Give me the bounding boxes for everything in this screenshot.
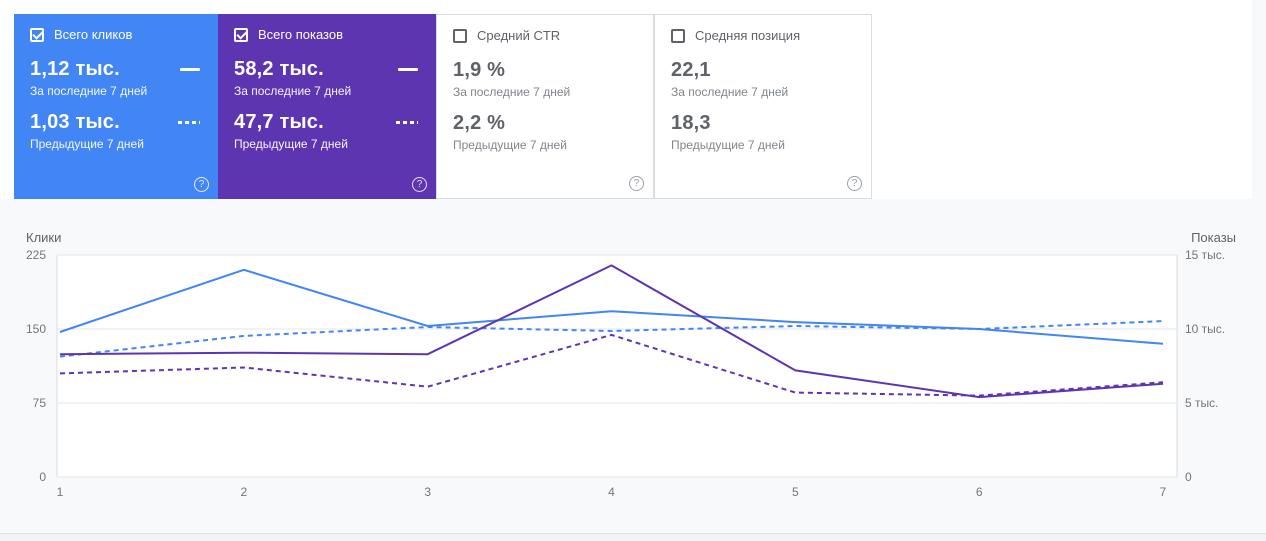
current-metric-row: 58,2 тыс. xyxy=(234,57,422,81)
previous-value: 1,03 тыс. xyxy=(30,110,120,133)
total-clicks-checkbox[interactable] xyxy=(30,27,44,42)
performance-chart: 0 0 75 5 тыс. 150 10 тыс. 225 15 тыс. 1 2 3 4 5 6 7 xyxy=(26,248,1225,499)
svg-text:2: 2 xyxy=(240,485,247,499)
svg-text:5 тыс.: 5 тыс. xyxy=(1185,396,1218,410)
current-metric-row: 1,9 % xyxy=(453,58,639,82)
previous-caption: Предыдущие 7 дней xyxy=(453,138,567,152)
card-average-position[interactable]: Средняя позиция 22,1 За последние 7 дней… xyxy=(654,14,872,199)
average-position-checkbox[interactable] xyxy=(671,28,685,43)
svg-text:3: 3 xyxy=(424,485,431,499)
help-icon[interactable] xyxy=(847,176,862,191)
svg-text:15 тыс.: 15 тыс. xyxy=(1185,248,1225,262)
right-axis-title: Показы xyxy=(1191,230,1236,245)
svg-text:7: 7 xyxy=(1160,485,1167,499)
previous-caption: Предыдущие 7 дней xyxy=(234,137,348,151)
card-total-clicks[interactable]: Всего кликов 1,12 тыс. За последние 7 дн… xyxy=(14,14,218,199)
dashed-line-icon xyxy=(396,120,418,124)
solid-line-icon xyxy=(398,67,418,71)
current-value: 1,9 % xyxy=(453,58,506,81)
current-caption: За последние 7 дней xyxy=(30,84,148,98)
svg-text:4: 4 xyxy=(608,485,615,499)
card-label: Средний CTR xyxy=(477,28,561,43)
current-metric-row: 1,12 тыс. xyxy=(30,57,204,81)
svg-text:6: 6 xyxy=(976,485,983,499)
previous-caption: Предыдущие 7 дней xyxy=(30,137,144,151)
previous-metric-row: 1,03 тыс. xyxy=(30,110,204,134)
svg-text:75: 75 xyxy=(33,396,47,410)
bottom-divider xyxy=(0,533,1266,541)
current-caption: За последние 7 дней xyxy=(234,84,352,98)
left-axis-title: Клики xyxy=(26,230,62,245)
previous-metric-row: 47,7 тыс. xyxy=(234,110,422,134)
card-average-ctr[interactable]: Средний CTR 1,9 % За последние 7 дней 2,… xyxy=(436,14,654,199)
svg-text:225: 225 xyxy=(26,248,46,262)
current-value: 58,2 тыс. xyxy=(234,57,324,80)
current-metric-row: 22,1 xyxy=(671,58,857,82)
card-head: Средний CTR xyxy=(453,28,639,43)
svg-text:0: 0 xyxy=(39,470,46,484)
previous-caption: Предыдущие 7 дней xyxy=(671,138,785,152)
current-value: 22,1 xyxy=(671,58,711,81)
total-impressions-checkbox[interactable] xyxy=(234,27,248,42)
average-ctr-checkbox[interactable] xyxy=(453,28,467,43)
metric-cards-row: Всего кликов 1,12 тыс. За последние 7 дн… xyxy=(0,0,1252,199)
svg-text:5: 5 xyxy=(792,485,799,499)
previous-value: 2,2 % xyxy=(453,111,506,134)
previous-value: 47,7 тыс. xyxy=(234,110,324,133)
metric-cards-section: Всего кликов 1,12 тыс. За последние 7 дн… xyxy=(0,0,1252,199)
current-value: 1,12 тыс. xyxy=(30,57,120,80)
svg-text:1: 1 xyxy=(57,485,64,499)
previous-metric-row: 2,2 % xyxy=(453,111,639,135)
card-label: Средняя позиция xyxy=(695,28,801,43)
card-head: Всего показов xyxy=(234,27,422,42)
help-icon[interactable] xyxy=(629,176,644,191)
card-total-impressions[interactable]: Всего показов 58,2 тыс. За последние 7 д… xyxy=(218,14,436,199)
svg-text:10 тыс.: 10 тыс. xyxy=(1185,322,1225,336)
dashed-line-icon xyxy=(178,120,200,124)
solid-line-icon xyxy=(180,67,200,71)
current-caption: За последние 7 дней xyxy=(671,85,789,99)
current-caption: За последние 7 дней xyxy=(453,85,571,99)
help-icon[interactable] xyxy=(412,177,427,192)
previous-value: 18,3 xyxy=(671,111,711,134)
previous-metric-row: 18,3 xyxy=(671,111,857,135)
card-label: Всего кликов xyxy=(54,27,133,42)
help-icon[interactable] xyxy=(194,177,209,192)
card-label: Всего показов xyxy=(258,27,343,42)
card-head: Всего кликов xyxy=(30,27,204,42)
card-head: Средняя позиция xyxy=(671,28,857,43)
svg-text:150: 150 xyxy=(26,322,46,336)
svg-text:0: 0 xyxy=(1185,470,1192,484)
